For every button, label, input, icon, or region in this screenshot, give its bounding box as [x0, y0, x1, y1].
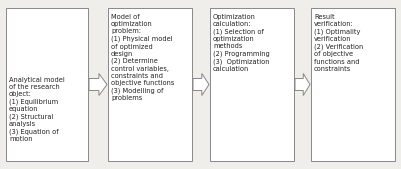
Polygon shape	[89, 74, 107, 95]
Text: Result
verification:
(1) Optimality
verification
(2) Verification
of objective
f: Result verification: (1) Optimality veri…	[314, 14, 363, 72]
Text: Optimization
calculation:
(1) Selection of
optimization
methods
(2) Programming
: Optimization calculation: (1) Selection …	[213, 14, 270, 72]
Text: Analytical model
of the research
object:
(1) Equilibrium
equation
(2) Structural: Analytical model of the research object:…	[9, 77, 65, 142]
Polygon shape	[295, 74, 310, 95]
Polygon shape	[193, 74, 209, 95]
Bar	[210, 8, 294, 161]
Text: Model of
optimization
problem:
(1) Physical model
of optimized
design
(2) Determ: Model of optimization problem: (1) Physi…	[111, 14, 174, 101]
Bar	[108, 8, 192, 161]
Bar	[311, 8, 395, 161]
Bar	[6, 8, 88, 161]
